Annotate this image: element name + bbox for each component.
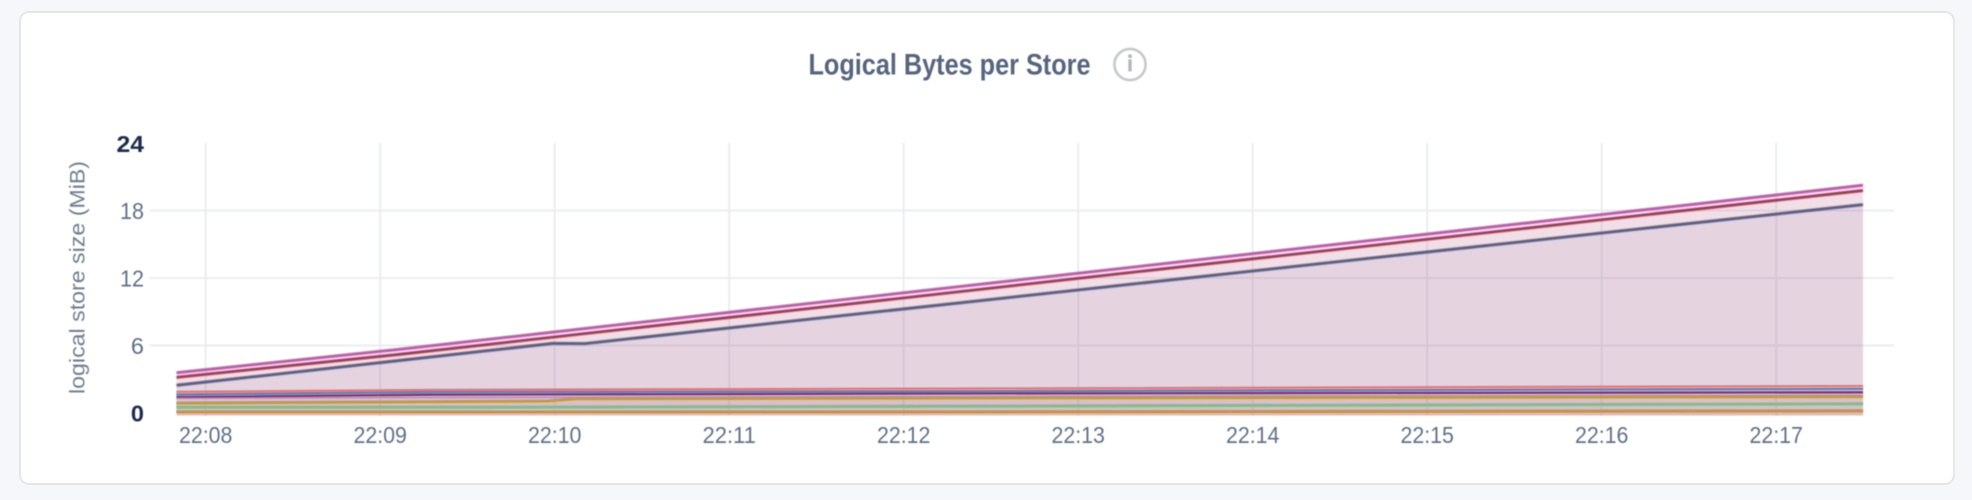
svg-text:6: 6 <box>131 333 144 359</box>
svg-text:22:13: 22:13 <box>1051 422 1105 448</box>
svg-text:22:16: 22:16 <box>1575 422 1629 448</box>
svg-text:0: 0 <box>131 400 144 426</box>
svg-text:22:14: 22:14 <box>1226 422 1280 448</box>
svg-text:24: 24 <box>117 131 145 157</box>
svg-text:logical store size (MiB): logical store size (MiB) <box>66 161 90 394</box>
svg-text:18: 18 <box>120 198 144 224</box>
svg-text:22:08: 22:08 <box>179 422 233 448</box>
svg-text:22:09: 22:09 <box>353 422 407 448</box>
svg-text:Logical Bytes per Store: Logical Bytes per Store <box>809 49 1091 82</box>
svg-text:22:15: 22:15 <box>1400 422 1454 448</box>
svg-text:22:10: 22:10 <box>528 422 582 448</box>
svg-text:22:11: 22:11 <box>702 422 756 448</box>
svg-text:12: 12 <box>120 265 144 291</box>
svg-text:22:17: 22:17 <box>1749 422 1803 448</box>
svg-text:22:12: 22:12 <box>877 422 931 448</box>
